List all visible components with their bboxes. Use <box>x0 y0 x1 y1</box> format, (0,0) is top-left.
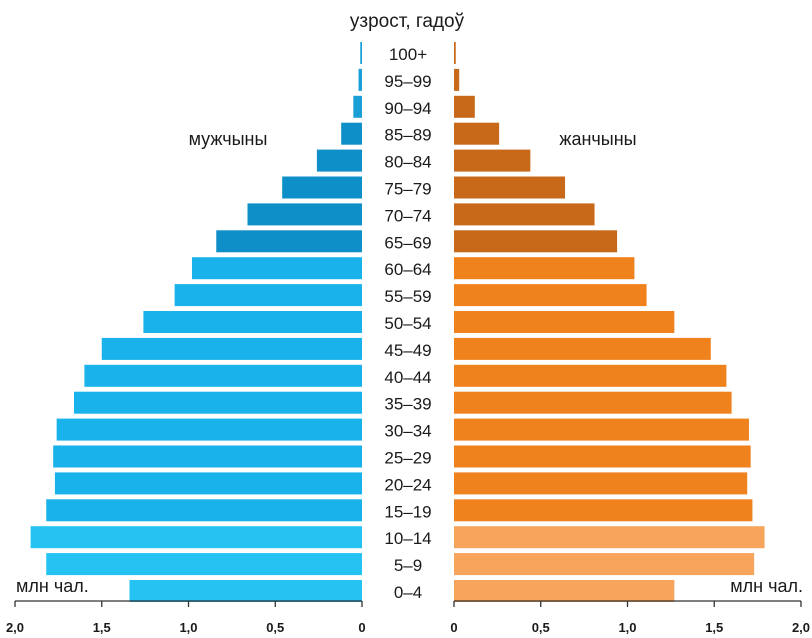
bar-male-12 <box>84 364 363 387</box>
age-group-labels: 100+ 95–99 90–94 85–89 80–84 75–79 70–74 65–69 6… <box>384 45 431 602</box>
bar-female-8 <box>454 257 635 280</box>
bar-male-2 <box>353 95 362 118</box>
age-label-19: 5–9 <box>394 556 422 575</box>
age-label-3: 85–89 <box>384 126 431 145</box>
age-label-18: 10–14 <box>384 529 431 548</box>
bar-female-12 <box>454 364 727 387</box>
bar-male-1 <box>358 68 362 91</box>
age-label-6: 70–74 <box>384 206 431 225</box>
bar-male-16 <box>54 472 362 495</box>
bar-male-18 <box>30 526 363 549</box>
bar-male-9 <box>174 284 362 307</box>
bar-female-4 <box>454 149 531 172</box>
tick-label-left-0: 2,0 <box>6 620 24 635</box>
bar-female-20 <box>454 580 675 602</box>
bar-female-6 <box>454 203 595 226</box>
chart-title: узрост, гадоў <box>350 11 465 32</box>
bar-female-10 <box>454 311 675 333</box>
bar-female-5 <box>454 176 566 199</box>
series-label-women: жанчыны <box>559 129 636 149</box>
bar-female-15 <box>454 445 751 468</box>
age-label-12: 40–44 <box>384 368 431 387</box>
bar-male-11 <box>101 337 362 360</box>
tick-label-right-1: 1,5 <box>705 620 723 635</box>
tick-label-right-2: 1,0 <box>618 620 636 635</box>
tick-label-right-0: 2,0 <box>792 620 810 635</box>
bar-male-5 <box>282 176 362 199</box>
age-label-16: 20–24 <box>384 475 431 494</box>
age-label-14: 30–34 <box>384 422 431 441</box>
male-bars <box>30 42 363 602</box>
age-label-9: 55–59 <box>384 287 431 306</box>
tick-label-left-3: 0,5 <box>266 620 284 635</box>
bar-male-7 <box>216 230 362 253</box>
age-label-8: 60–64 <box>384 260 431 279</box>
bar-female-3 <box>454 122 500 145</box>
age-label-10: 50–54 <box>384 314 431 333</box>
bar-male-19 <box>46 553 362 576</box>
bar-female-0 <box>454 42 456 64</box>
bar-female-2 <box>454 95 475 118</box>
bar-female-19 <box>454 553 755 576</box>
bar-male-10 <box>143 311 362 333</box>
bar-male-14 <box>56 418 362 441</box>
age-label-15: 25–29 <box>384 449 431 468</box>
tick-label-left-2: 1,0 <box>179 620 197 635</box>
bar-female-7 <box>454 230 618 253</box>
series-label-men: мужчыны <box>189 129 268 149</box>
bar-female-18 <box>454 526 765 549</box>
bar-male-0 <box>360 42 362 64</box>
bar-female-11 <box>454 337 711 360</box>
x-axis-left: 2,0 1,5 1,0 0,5 0 <box>6 600 366 635</box>
age-label-13: 35–39 <box>384 395 431 414</box>
female-bars <box>454 42 765 602</box>
age-label-20: 0–4 <box>394 583 422 602</box>
tick-label-right-3: 0,5 <box>532 620 550 635</box>
age-label-11: 45–49 <box>384 341 431 360</box>
bar-male-15 <box>53 445 363 468</box>
bar-male-13 <box>73 391 363 414</box>
age-label-0: 100+ <box>389 45 427 64</box>
age-label-17: 15–19 <box>384 502 431 521</box>
bar-male-17 <box>46 499 362 522</box>
bar-female-1 <box>454 68 460 91</box>
age-label-4: 80–84 <box>384 153 431 172</box>
bar-female-13 <box>454 391 732 414</box>
age-label-1: 95–99 <box>384 72 431 91</box>
tick-label-left-4: 0 <box>358 620 365 635</box>
bar-male-8 <box>191 257 362 280</box>
unit-label-left: млн чал. <box>16 576 89 596</box>
tick-label-right-4: 0 <box>450 620 457 635</box>
tick-label-left-1: 1,5 <box>93 620 111 635</box>
x-axis-right: 2,0 1,5 1,0 0,5 0 <box>450 600 810 635</box>
bar-female-17 <box>454 499 753 522</box>
bar-male-4 <box>316 149 362 172</box>
bar-female-14 <box>454 418 749 441</box>
bar-female-16 <box>454 472 748 495</box>
age-label-5: 75–79 <box>384 180 431 199</box>
bar-male-3 <box>341 122 362 145</box>
unit-label-right: млн чал. <box>730 576 803 596</box>
age-label-7: 65–69 <box>384 233 431 252</box>
bar-male-6 <box>247 203 362 226</box>
bar-female-9 <box>454 284 647 307</box>
bar-male-20 <box>129 580 362 602</box>
age-label-2: 90–94 <box>384 99 431 118</box>
